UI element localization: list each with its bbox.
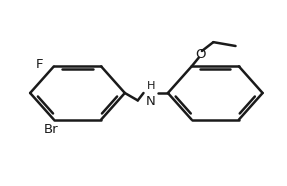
Text: F: F bbox=[36, 58, 43, 71]
Text: N: N bbox=[146, 95, 156, 108]
Text: Br: Br bbox=[44, 123, 58, 136]
Text: H: H bbox=[146, 81, 155, 91]
Text: O: O bbox=[195, 48, 205, 61]
